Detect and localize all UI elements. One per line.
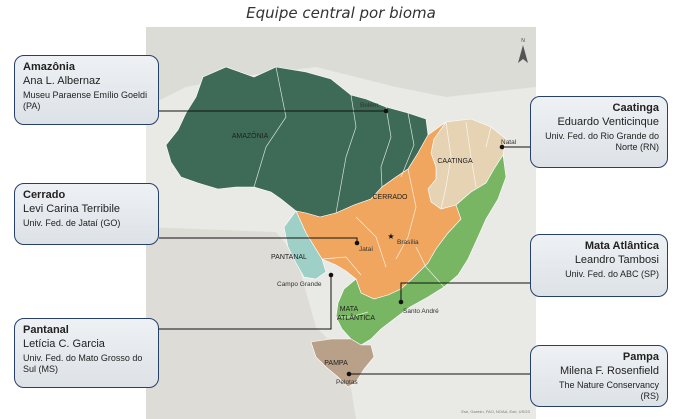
card-pampa: Pampa Milena F. Rosenfield The Nature Co…	[530, 345, 668, 407]
card-biome: Mata Atlântica	[584, 240, 659, 252]
biome-pampa	[310, 338, 375, 388]
biome-label-amazonia: AMAZÔNIA	[232, 131, 269, 140]
card-institution: Museu Paraense Emílio Goeldi (PA)	[23, 90, 148, 112]
card-institution: Univ. Fed. de Jataí (GO)	[23, 218, 121, 229]
biome-label-mata-atlantica-line2: ATLÂNTICA	[337, 313, 375, 322]
neighbor-land	[146, 27, 536, 107]
biome-map: N AMAZÔNIA CERRADO CAATINGA PANTANAL MAT…	[146, 27, 536, 419]
card-person: Leandro Tambosi	[574, 254, 659, 267]
card-amazonia: Amazônia Ana L. Albernaz Museu Paraense …	[14, 55, 159, 125]
card-cerrado: Cerrado Levi Carina Terribile Univ. Fed.…	[14, 183, 159, 245]
card-biome: Amazônia	[23, 61, 75, 73]
card-institution: Univ. Fed. do Rio Grande do Norte (RN)	[545, 131, 659, 153]
card-mata-atlantica: Mata Atlântica Leandro Tambosi Univ. Fed…	[530, 234, 668, 297]
city-label-belem: Belém	[360, 102, 378, 109]
biome-mata-atlantica	[335, 154, 507, 346]
card-person: Ana L. Albernaz	[23, 75, 101, 88]
card-biome: Caatinga	[612, 102, 659, 114]
city-label-brasilia: Brasília	[397, 239, 419, 246]
card-person: Milena F. Rosenfield	[559, 365, 659, 378]
card-institution: Univ. Fed. do Mato Grosso do Sul (MS)	[23, 353, 143, 375]
biome-label-caatinga: CAATINGA	[437, 158, 473, 165]
card-biome: Pampa	[622, 351, 659, 363]
card-institution: The Nature Conservancy (RS)	[558, 380, 659, 402]
card-institution: Univ. Fed. do ABC (SP)	[565, 269, 659, 280]
card-person: Eduardo Venticinque	[557, 116, 659, 129]
city-label-santo-andre: Santo André	[403, 308, 439, 315]
capital-star-icon: ★	[387, 232, 394, 241]
city-label-pelotas: Pelotas	[336, 379, 358, 386]
card-person: Levi Carina Terribile	[23, 203, 121, 216]
city-marker-santo-andre	[398, 299, 404, 305]
card-caatinga: Caatinga Eduardo Venticinque Univ. Fed. …	[530, 96, 668, 168]
north-arrow-icon: N	[518, 38, 528, 63]
city-marker-pelotas	[346, 371, 352, 377]
biome-label-cerrado: CERRADO	[372, 194, 408, 201]
card-biome: Pantanal	[23, 324, 69, 336]
map-attribution: Esri, Garmin, FAO, NOAA, Esri, USGS	[461, 409, 530, 414]
biome-label-mata-atlantica-line1: MATA	[340, 306, 359, 313]
svg-text:N: N	[521, 38, 525, 44]
card-biome: Cerrado	[23, 189, 66, 201]
biome-label-pantanal: PANTANAL	[271, 254, 307, 261]
state-borders	[253, 66, 492, 318]
card-person: Letícia C. Garcia	[23, 338, 105, 351]
card-pantanal: Pantanal Letícia C. Garcia Univ. Fed. do…	[14, 318, 159, 388]
city-label-campo-grande: Campo Grande	[277, 281, 322, 288]
city-marker-campo-grande	[328, 272, 334, 278]
biome-map-svg: N AMAZÔNIA CERRADO CAATINGA PANTANAL MAT…	[146, 27, 536, 419]
city-label-natal: Natal	[501, 139, 517, 146]
city-marker-jatai	[354, 240, 360, 246]
biome-label-pampa: PAMPA	[324, 360, 348, 367]
city-marker-belem	[383, 108, 389, 114]
map-title: Equipe central por bioma	[246, 4, 436, 22]
city-label-jatai: Jataí	[359, 246, 373, 253]
